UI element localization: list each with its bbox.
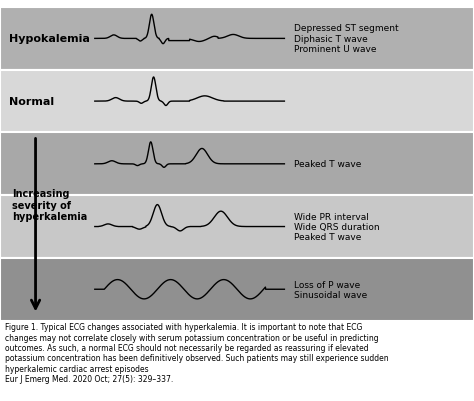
FancyBboxPatch shape [0, 8, 474, 71]
Text: Wide PR interval
Wide QRS duration
Peaked T wave: Wide PR interval Wide QRS duration Peake… [294, 212, 380, 242]
Text: Loss of P wave
Sinusoidal wave: Loss of P wave Sinusoidal wave [294, 280, 367, 299]
Text: Depressed ST segment
Diphasic T wave
Prominent U wave: Depressed ST segment Diphasic T wave Pro… [294, 24, 399, 54]
FancyBboxPatch shape [0, 258, 474, 321]
Text: Figure 1. Typical ECG changes associated with hyperkalemia. It is important to n: Figure 1. Typical ECG changes associated… [5, 322, 388, 383]
Text: Increasing
severity of
hyperkalemia: Increasing severity of hyperkalemia [12, 188, 87, 222]
FancyBboxPatch shape [0, 196, 474, 258]
Text: Hypokalemia: Hypokalemia [9, 34, 91, 44]
FancyBboxPatch shape [0, 71, 474, 133]
Text: Normal: Normal [9, 97, 55, 107]
FancyBboxPatch shape [0, 133, 474, 196]
Text: Peaked T wave: Peaked T wave [294, 160, 361, 169]
